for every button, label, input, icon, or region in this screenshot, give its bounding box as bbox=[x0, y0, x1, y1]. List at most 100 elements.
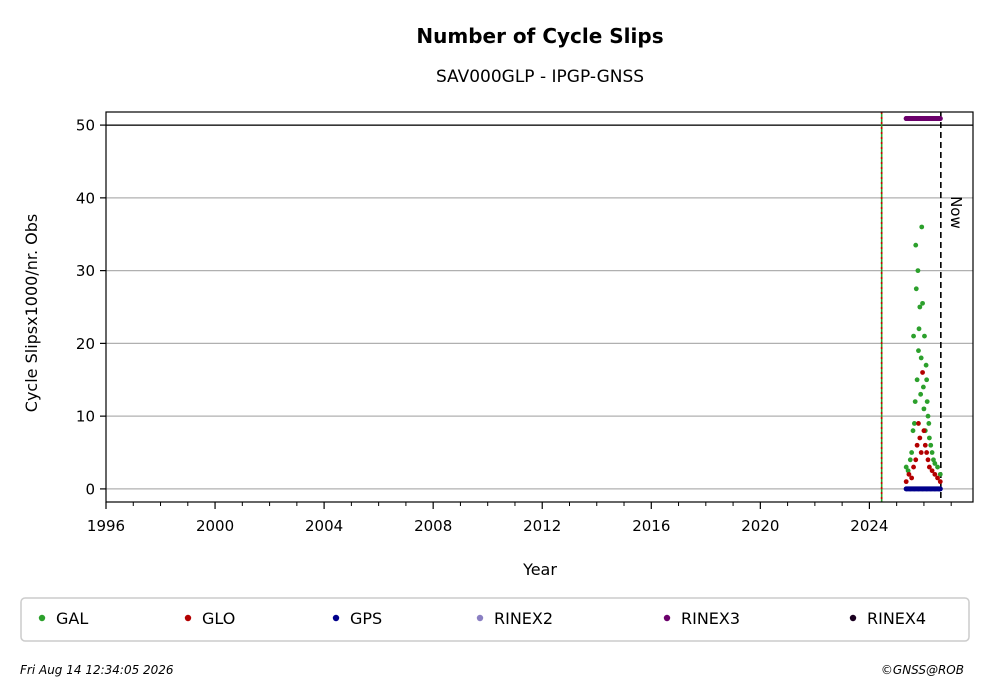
plot-frame bbox=[105, 111, 974, 503]
data-point-glo bbox=[932, 471, 938, 477]
x-tick-label: 2012 bbox=[523, 517, 561, 535]
y-axis-label: Cycle Slipsx1000/nr. Obs bbox=[22, 214, 41, 412]
legend-marker-rinex4 bbox=[849, 614, 857, 622]
gridlines bbox=[106, 124, 973, 490]
data-point-gal bbox=[916, 348, 921, 354]
y-tick-label: 0 bbox=[85, 480, 95, 498]
data-point-rinex3 bbox=[932, 116, 938, 121]
data-point-glo bbox=[918, 450, 924, 455]
data-point-rinex3 bbox=[928, 116, 934, 121]
data-points bbox=[903, 116, 943, 492]
legend-label-gps: GPS bbox=[350, 609, 382, 628]
data-point-gps bbox=[916, 486, 921, 492]
data-point-gal bbox=[909, 450, 915, 455]
data-point-gal bbox=[907, 457, 913, 463]
y-tick-label: 50 bbox=[76, 117, 95, 135]
legend-marker-glo bbox=[184, 614, 192, 622]
legend-box bbox=[20, 597, 970, 642]
data-point-glo bbox=[920, 370, 925, 375]
data-point-gal bbox=[903, 464, 909, 470]
data-point-gal bbox=[919, 224, 925, 230]
data-point-rinex3 bbox=[920, 116, 925, 121]
data-point-gal bbox=[913, 286, 919, 292]
data-point-gal bbox=[924, 377, 930, 383]
data-point-rinex3 bbox=[924, 116, 930, 121]
x-tick-label: 1996 bbox=[87, 517, 125, 535]
data-point-gal bbox=[916, 326, 922, 332]
legend-marker-rinex2 bbox=[476, 614, 484, 622]
data-point-gal bbox=[911, 333, 916, 339]
data-point-glo bbox=[916, 421, 921, 426]
data-point-glo bbox=[903, 479, 909, 485]
footer-timestamp: Fri Aug 14 12:34:05 2026 bbox=[20, 663, 174, 677]
data-point-gal bbox=[910, 428, 916, 434]
data-point-rinex3 bbox=[903, 116, 909, 121]
legend-label-rinex4: RINEX4 bbox=[867, 609, 926, 628]
data-point-glo bbox=[935, 475, 940, 481]
legend-marker-gal bbox=[38, 614, 46, 622]
x-axis-label: Year bbox=[522, 560, 557, 579]
data-point-gal bbox=[921, 406, 927, 412]
data-point-rinex3 bbox=[911, 116, 917, 121]
data-point-gal bbox=[929, 450, 935, 455]
series-rinex3 bbox=[903, 116, 943, 122]
chart-subtitle: SAV000GLP - IPGP-GNSS bbox=[436, 67, 644, 87]
footer-credit: ©GNSS@ROB bbox=[881, 663, 964, 677]
data-point-gps bbox=[903, 486, 909, 492]
data-point-gal bbox=[922, 333, 927, 339]
data-point-gal bbox=[924, 399, 930, 404]
series-glo bbox=[903, 370, 943, 485]
data-point-gps bbox=[928, 486, 934, 492]
data-point-glo bbox=[925, 457, 931, 463]
data-point-gal bbox=[917, 304, 923, 310]
data-point-gal bbox=[912, 399, 918, 404]
data-point-glo bbox=[929, 468, 935, 474]
data-point-gal bbox=[931, 457, 936, 463]
data-point-gal bbox=[920, 300, 925, 306]
data-point-rinex3 bbox=[916, 116, 921, 121]
data-point-gal bbox=[920, 384, 926, 390]
data-point-gps bbox=[911, 486, 917, 492]
data-point-gps bbox=[932, 486, 938, 492]
data-point-gps bbox=[907, 486, 913, 492]
legend: GAL GLO GPS RINEX2 RINEX3 RINEX4 bbox=[38, 609, 926, 628]
legend-label-glo: GLO bbox=[202, 609, 235, 628]
data-point-gal bbox=[937, 471, 943, 477]
legend-label-rinex2: RINEX2 bbox=[494, 609, 553, 628]
x-axis-ticks: 1996 2000 2004 2008 2012 2016 2020 2024 bbox=[87, 502, 952, 535]
legend-label-gal: GAL bbox=[56, 609, 88, 628]
data-point-gal bbox=[913, 242, 919, 248]
data-point-gal bbox=[911, 421, 917, 426]
data-point-gal bbox=[918, 355, 924, 361]
data-point-glo bbox=[924, 450, 930, 455]
now-label: Now bbox=[947, 196, 965, 229]
legend-marker-rinex3 bbox=[663, 614, 671, 622]
data-point-gal bbox=[928, 442, 934, 448]
series-gps bbox=[903, 486, 943, 492]
data-point-gal bbox=[918, 391, 924, 397]
data-point-glo bbox=[911, 464, 916, 470]
data-point-gps bbox=[924, 486, 930, 492]
data-point-gal bbox=[926, 421, 932, 426]
data-point-gal bbox=[935, 464, 940, 470]
x-tick-label: 2000 bbox=[196, 517, 234, 535]
data-point-glo bbox=[917, 435, 923, 441]
data-point-gal bbox=[914, 377, 920, 383]
chart-title: Number of Cycle Slips bbox=[416, 24, 663, 48]
x-tick-label: 2020 bbox=[741, 517, 779, 535]
data-point-gal bbox=[915, 268, 921, 274]
data-point-glo bbox=[909, 475, 915, 481]
data-point-gal bbox=[925, 413, 931, 419]
y-axis-ticks: 0 10 20 30 40 50 bbox=[76, 117, 106, 498]
data-point-gal bbox=[923, 362, 929, 368]
legend-label-rinex3: RINEX3 bbox=[681, 609, 740, 628]
data-point-glo bbox=[913, 457, 919, 463]
data-point-gps bbox=[920, 486, 925, 492]
x-tick-label: 2016 bbox=[632, 517, 670, 535]
data-point-rinex3 bbox=[937, 116, 943, 121]
data-point-glo bbox=[922, 442, 928, 448]
data-point-glo bbox=[921, 428, 927, 434]
data-point-gps bbox=[937, 486, 943, 492]
data-point-gal bbox=[932, 461, 938, 466]
